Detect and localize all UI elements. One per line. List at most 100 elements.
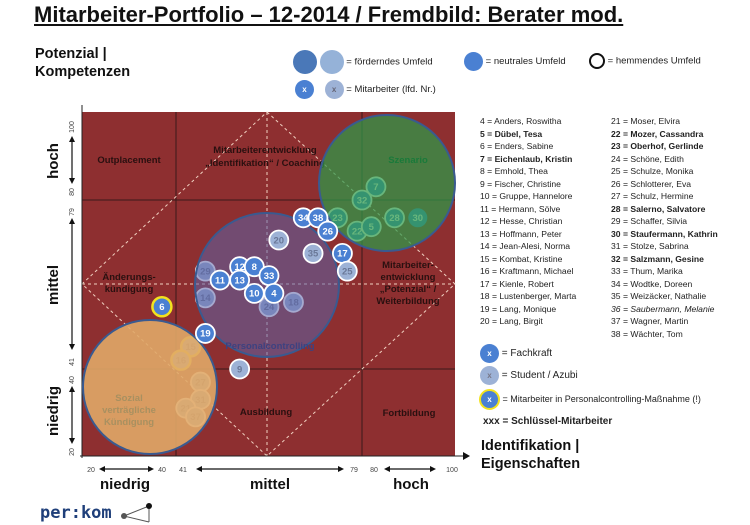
employee-list-item: 38 = Wächter, Tom bbox=[611, 328, 683, 339]
zone-szenario: Szenario bbox=[388, 155, 428, 166]
zone-me-pot-1: Mitarbeiter- bbox=[382, 260, 434, 271]
employee-list-item: 21 = Moser, Elvira bbox=[611, 116, 681, 126]
zone-personalcontrolling: Personalcontrolling bbox=[225, 341, 314, 352]
zone-me-ident-2: „Identifikation“ / Coaching bbox=[205, 158, 325, 169]
zone-me-pot-3: „Potenzial“ / bbox=[380, 284, 437, 295]
employee-list-item: 31 = Stolze, Sabrina bbox=[611, 241, 689, 251]
bubble-label: 20 bbox=[274, 235, 285, 246]
legend-key-symbol: xxx bbox=[483, 416, 500, 427]
employee-bubbles-front: 34 38 26 20 35 17 25 12 8 33 11 13 10 4 6 19 9 bbox=[151, 207, 358, 380]
zone-sozial-3: Kündigung bbox=[104, 417, 154, 428]
bubble-label: 12 bbox=[234, 262, 245, 273]
massnahme-dot-icon: x bbox=[479, 389, 500, 410]
y-categories: hoch mittel niedrig bbox=[45, 143, 62, 436]
bubble-label: 9 bbox=[237, 364, 242, 375]
student-dot-icon: x bbox=[324, 80, 344, 99]
x-tick: 41 bbox=[179, 467, 187, 474]
employee-list-item: 35 = Weizäcker, Nathalie bbox=[611, 291, 707, 301]
x-axis-title-line1: Identifikation | bbox=[481, 438, 580, 454]
legend-massnahme: x = Mitarbeiter in Personalcontrolling-M… bbox=[479, 389, 701, 410]
employee-list-item: 37 = Wagner, Martin bbox=[611, 316, 689, 326]
legend-key: xxx = Schlüssel-Mitarbeiter bbox=[483, 416, 612, 427]
employee-bubble-33[interactable]: 33 bbox=[258, 265, 280, 287]
employee-list-item: 13 = Hoffmann, Peter bbox=[480, 228, 562, 239]
employee-list-item: 18 = Lustenberger, Marta bbox=[480, 291, 577, 301]
legend-hemmendes: = hemmendes Umfeld bbox=[589, 53, 701, 69]
x-tick: 80 bbox=[370, 467, 378, 474]
zone-me-pot-2: entwicklung bbox=[381, 272, 436, 283]
employee-list-item: 8 = Emhold, Thea bbox=[480, 166, 548, 176]
bubble-label: 26 bbox=[322, 226, 333, 237]
y-ticks: 100 80 79 41 40 20 bbox=[69, 121, 76, 456]
legend-key-label: = Schlüssel-Mitarbeiter bbox=[502, 416, 613, 427]
axis-arrows bbox=[71, 140, 432, 470]
employee-bubble-17[interactable]: 17 bbox=[332, 242, 353, 264]
dark-circle-icon bbox=[293, 50, 317, 74]
bubble-label: 10 bbox=[249, 289, 260, 300]
bubble-circle bbox=[229, 269, 251, 291]
employee-bubble-25[interactable]: 25 bbox=[336, 260, 358, 282]
x-axis-title: Identifikation | Eigenschaften bbox=[481, 437, 580, 473]
employee-bubble-35[interactable]: 35 bbox=[302, 242, 324, 264]
fachkraft-dot-icon: x bbox=[480, 344, 499, 363]
x-tick: 79 bbox=[350, 467, 358, 474]
legend-neutrales-label: = neutrales Umfeld bbox=[485, 56, 566, 68]
employee-list-item: 33 = Thum, Marika bbox=[611, 266, 683, 276]
employee-list-item: 12 = Hesse, Christian bbox=[480, 216, 563, 226]
zone-me-pot-4: Weiterbildung bbox=[376, 296, 439, 307]
bubble-label: 25 bbox=[342, 266, 353, 277]
x-tick: 20 bbox=[87, 467, 95, 474]
zone-aenderung-2: kündigung bbox=[105, 284, 154, 295]
employee-list-item: 16 = Kraftmann, Michael bbox=[480, 266, 574, 276]
x-tick: 100 bbox=[446, 467, 458, 474]
bubble-label: 19 bbox=[200, 329, 211, 340]
bubble-circle bbox=[151, 295, 173, 318]
employee-bubble-4[interactable]: 4 bbox=[263, 282, 285, 304]
y-category-mittel: mittel bbox=[45, 265, 62, 305]
legend-fachkraft-label: = Fachkraft bbox=[501, 348, 553, 360]
szenario-circle bbox=[318, 114, 456, 252]
y-axis-title-line1: Potenzial | bbox=[35, 46, 107, 62]
legend-hemmendes-label: = hemmendes Umfeld bbox=[607, 55, 701, 67]
legend-mitarbeiter: x x = Mitarbeiter (lfd. Nr.) bbox=[295, 80, 436, 99]
employee-list-item: 24 = Schöne, Edith bbox=[611, 153, 684, 164]
bubble-circle bbox=[336, 260, 358, 282]
legend-foerderndes: = förderndes Umfeld bbox=[293, 50, 433, 74]
employee-list-item: 34 = Wodtke, Doreen bbox=[611, 278, 693, 289]
logo-network-icon bbox=[121, 503, 152, 523]
employee-list-item: 4 = Anders, Roswitha bbox=[480, 116, 562, 126]
employee-list-item: 25 = Schulze, Monika bbox=[611, 166, 694, 176]
circle-labels: Szenario Personalcontrolling Sozial vert… bbox=[102, 155, 428, 428]
employee-list-item: 20 = Lang, Birgit bbox=[480, 316, 543, 326]
employee-bubble-9[interactable]: 9 bbox=[229, 358, 251, 380]
employee-bubble-13[interactable]: 13 bbox=[229, 269, 251, 291]
zone-sozial-1: Sozial bbox=[115, 393, 142, 404]
x-axis-title-line2: Eigenschaften bbox=[481, 456, 581, 472]
employee-bubble-10[interactable]: 10 bbox=[243, 282, 265, 304]
employee-list-item: 5 = Dübel, Tesa bbox=[480, 128, 543, 139]
zone-sozial-2: verträgliche bbox=[102, 405, 156, 416]
bubble-label: 33 bbox=[264, 271, 275, 282]
employee-bubble-19[interactable]: 19 bbox=[194, 323, 216, 344]
bubble-circle bbox=[194, 323, 216, 344]
y-axis-title: Potenzial | Kompetenzen bbox=[35, 45, 130, 81]
bubble-circle bbox=[263, 282, 285, 304]
employee-bubble-11[interactable]: 11 bbox=[209, 269, 231, 291]
employee-bubble-26[interactable]: 26 bbox=[317, 220, 339, 242]
bubble-circle bbox=[317, 220, 339, 242]
employee-list-item: 30 = Staufermann, Kathrin bbox=[611, 228, 718, 239]
zone-labels: Outplacement Mitarbeiterentwicklung „Ide… bbox=[97, 145, 439, 419]
employee-list-item: 9 = Fischer, Christine bbox=[480, 178, 561, 189]
x-category-hoch: hoch bbox=[393, 476, 429, 493]
empty-circle-icon bbox=[589, 53, 605, 69]
employee-list-item: 22 = Mozer, Cassandra bbox=[611, 128, 704, 139]
bubble-label: 35 bbox=[308, 249, 319, 260]
y-tick: 40 bbox=[69, 376, 76, 384]
employee-bubble-6[interactable]: 6 bbox=[151, 295, 173, 318]
legend-student-label: = Student / Azubi bbox=[501, 370, 578, 382]
legend-neutrales: = neutrales Umfeld bbox=[464, 52, 566, 71]
employee-list-item: 6 = Enders, Sabine bbox=[480, 141, 554, 151]
employee-list-item: 26 = Schlotterer, Eva bbox=[611, 178, 692, 189]
employee-bubble-20[interactable]: 20 bbox=[268, 229, 290, 251]
